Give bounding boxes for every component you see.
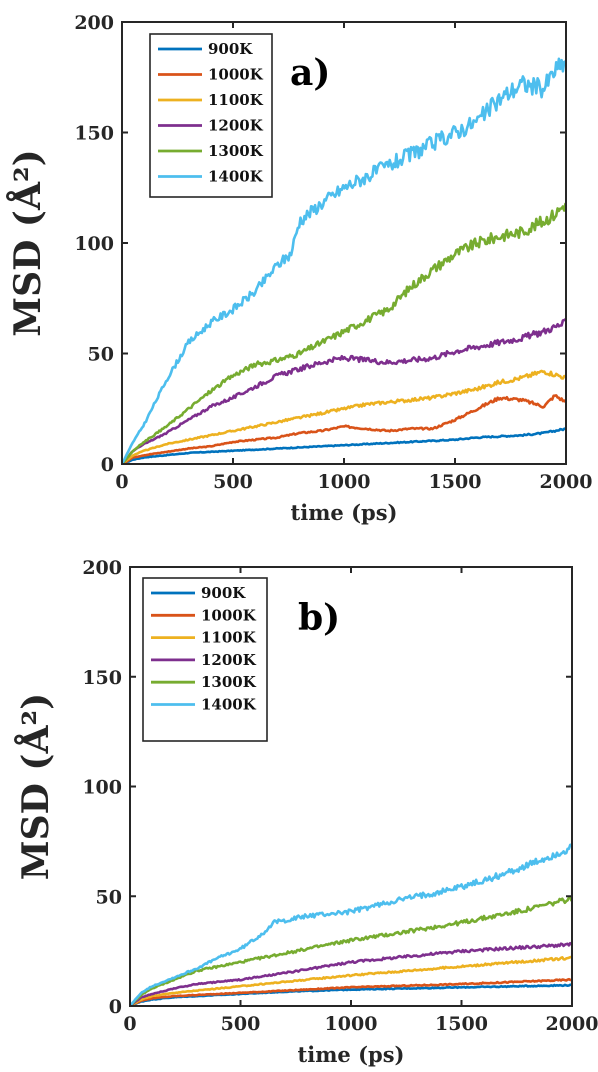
legend-label-1400K: 1400K (208, 168, 264, 186)
series-line-1400K (129, 843, 572, 1007)
series-line-1200K (129, 941, 573, 1008)
legend-label-1100K: 1100K (201, 629, 257, 647)
y-tick-label: 200 (74, 12, 114, 34)
legend-label-1200K: 1200K (201, 651, 257, 669)
y-tick-label: 100 (74, 233, 114, 255)
series-line-1300K (121, 202, 567, 465)
x-axis-label: time (ps) (291, 500, 398, 525)
x-tick-label: 0 (115, 471, 128, 493)
y-tick-label: 0 (101, 454, 114, 476)
x-axis-label: time (ps) (298, 1042, 405, 1067)
legend-label-1200K: 1200K (208, 117, 264, 135)
x-tick-label: 500 (221, 1013, 261, 1035)
series-line-900K (121, 427, 566, 465)
x-tick-label: 2000 (546, 1013, 598, 1035)
series-line-1000K (121, 394, 567, 465)
y-tick-label: 150 (82, 667, 122, 689)
x-tick-label: 1000 (318, 471, 371, 493)
y-axis-label: MSD (Å²) (15, 693, 57, 880)
series-line-1000K (129, 977, 572, 1007)
x-tick-label: 2000 (540, 471, 593, 493)
legend-label-1000K: 1000K (201, 606, 257, 624)
chart-panel-b: 0 500 1000 1500 2000 0 50 100 150 200 time (ps) MSD… (15, 557, 598, 1067)
legend-label-1000K: 1000K (208, 66, 264, 84)
y-tick-label: 50 (88, 344, 114, 366)
x-tick-label: 1500 (429, 471, 482, 493)
x-tick-label: 0 (123, 1013, 136, 1035)
legend-label-1300K: 1300K (208, 142, 264, 160)
series-line-1400K (120, 57, 566, 465)
legend-label-900K: 900K (201, 584, 246, 602)
x-tick-label: 1500 (435, 1013, 488, 1035)
legend-box (149, 33, 273, 198)
series-line-1300K (128, 895, 573, 1007)
series-line-1100K (129, 955, 572, 1008)
series-line-1200K (120, 318, 567, 465)
y-tick-label: 0 (109, 996, 122, 1018)
panel-label: b) (298, 597, 340, 639)
y-tick-label: 50 (96, 886, 122, 908)
x-tick-label: 1000 (325, 1013, 378, 1035)
series-line-1100K (121, 369, 566, 465)
legend-label-1400K: 1400K (201, 696, 257, 714)
chart-panel-a: 0 500 1000 1500 2000 0 50 100 150 200 time (ps) MSD… (7, 12, 592, 525)
panel-label: a) (290, 52, 330, 94)
y-tick-label: 200 (82, 557, 122, 579)
legend-label-900K: 900K (208, 40, 253, 58)
legend-label-1300K: 1300K (201, 673, 257, 691)
x-tick-label: 500 (213, 471, 253, 493)
legend-label-1100K: 1100K (208, 91, 264, 109)
y-tick-label: 150 (74, 123, 114, 145)
y-axis-label: MSD (Å²) (7, 149, 49, 336)
y-tick-label: 100 (82, 777, 122, 799)
